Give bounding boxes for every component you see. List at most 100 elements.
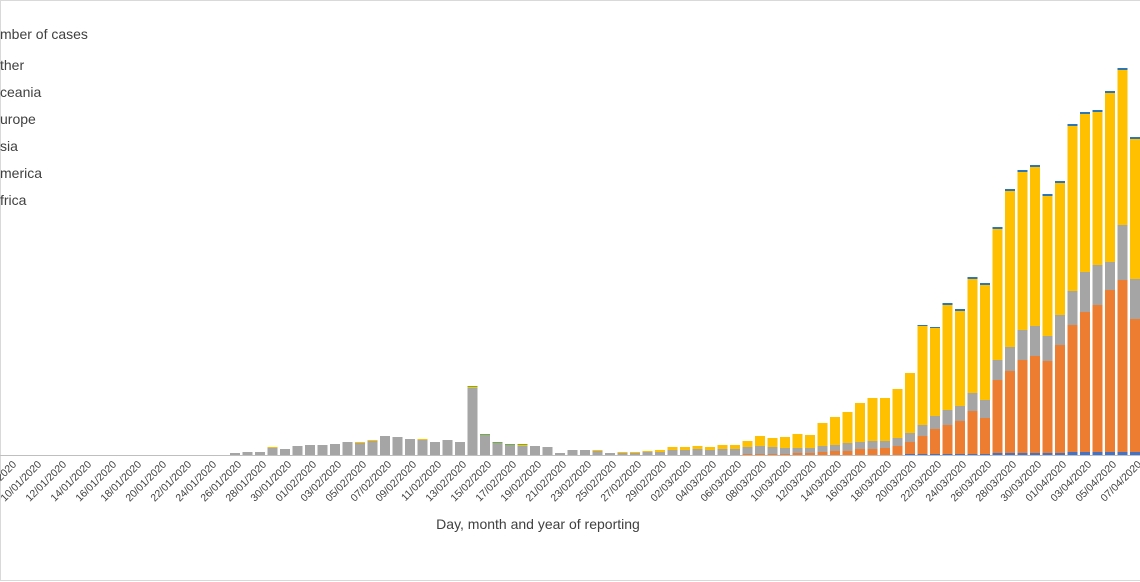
bar-segment <box>1005 453 1015 455</box>
bar-segment <box>980 400 990 418</box>
bar-segment <box>992 360 1003 380</box>
bar-segment <box>917 454 928 455</box>
x-axis-title: Day, month and year of reporting <box>436 516 640 532</box>
bar-segment <box>717 449 728 455</box>
bar-segment <box>855 442 865 449</box>
bar-segment <box>417 439 428 440</box>
bar-segment <box>655 450 665 452</box>
bar-segment <box>655 452 665 455</box>
bar-segment <box>617 453 628 455</box>
bar-segment <box>392 437 403 455</box>
bar-segment <box>1042 196 1053 336</box>
bar-segment <box>817 452 828 455</box>
legend-title: mber of cases <box>0 26 88 42</box>
bar-segment <box>542 447 553 455</box>
bar-segment <box>992 227 1003 229</box>
bar-segment <box>905 454 915 455</box>
bar-segment <box>942 425 953 454</box>
bar-segment <box>892 446 903 455</box>
bar-segment <box>505 444 515 445</box>
bar-segment <box>905 373 915 433</box>
bar-segment <box>855 449 865 455</box>
bar-segment <box>780 437 790 448</box>
bar-segment <box>1130 452 1140 455</box>
bar-segment <box>905 433 915 442</box>
bar-segment <box>267 448 278 455</box>
bar-segment <box>1030 167 1040 326</box>
legend-label: ceania <box>0 84 41 100</box>
bar-segment <box>942 410 953 425</box>
bar-segment <box>1130 279 1140 319</box>
bar-segment <box>917 425 928 436</box>
bar-segment <box>767 447 778 454</box>
bar-segment <box>817 446 828 452</box>
bar-segment <box>1105 93 1115 262</box>
bar-segment <box>317 445 328 455</box>
bar-segment <box>967 277 978 279</box>
bar-segment <box>842 412 853 443</box>
bar-segment <box>955 454 965 455</box>
bar-segment <box>930 328 940 416</box>
bar-segment <box>692 446 703 449</box>
bar-segment <box>767 454 778 455</box>
bar-segment <box>1080 112 1090 114</box>
bar-segment <box>842 443 853 451</box>
bar-segment <box>517 446 528 455</box>
bar-segment <box>1030 326 1040 356</box>
bar-segment <box>730 445 740 449</box>
bar-segment <box>855 403 865 442</box>
bar-segment <box>480 434 490 435</box>
bar-segment <box>1017 172 1028 330</box>
bar-segment <box>880 441 890 448</box>
bar-segment <box>830 451 840 455</box>
bar-segment <box>755 454 765 455</box>
bar-segment <box>367 440 378 441</box>
bar-segment <box>1042 194 1053 196</box>
bar-segment <box>1055 181 1065 183</box>
bar-segment <box>405 439 415 455</box>
bar-segment <box>955 311 965 406</box>
bar-segment <box>1117 452 1128 455</box>
bar-segment <box>292 446 303 455</box>
bar-segment <box>1017 330 1028 360</box>
bar-segment <box>792 448 803 453</box>
bar-segment <box>1055 345 1065 453</box>
bar-segment <box>880 448 890 455</box>
bar-segment <box>280 449 290 455</box>
bar-segment <box>880 398 890 441</box>
bar-segment <box>1005 347 1015 371</box>
bar-segment <box>830 445 840 451</box>
bar-segment <box>380 436 390 455</box>
bar-segment <box>1092 265 1103 305</box>
bar-segment <box>992 380 1003 453</box>
bar-segment <box>842 451 853 455</box>
bar-segment <box>530 446 540 455</box>
bar-segment <box>255 452 265 455</box>
bar-segment <box>1042 361 1053 453</box>
bar-segment <box>1005 191 1015 347</box>
bar-segment <box>1055 315 1065 345</box>
legend-label: urope <box>0 111 36 127</box>
bar-segment <box>305 445 315 455</box>
bar-segment <box>930 327 940 328</box>
bar-segment <box>1130 137 1140 139</box>
bar-segment <box>1080 312 1090 452</box>
bar-segment <box>1105 452 1115 455</box>
bar-segment <box>642 451 653 452</box>
bar-segment <box>755 446 765 454</box>
bar-segment <box>592 451 603 455</box>
bar-segment <box>830 417 840 445</box>
bar-segment <box>1067 126 1078 291</box>
bar-segment <box>792 453 803 455</box>
bar-segment <box>567 450 578 455</box>
bar-segment <box>917 325 928 326</box>
bar-segment <box>667 447 678 450</box>
bar-segment <box>980 454 990 455</box>
bar-segment <box>1105 290 1115 452</box>
bar-segment <box>517 444 528 445</box>
bar-segment <box>1130 139 1140 279</box>
bar-segment <box>892 389 903 438</box>
bar-segment <box>1105 91 1115 93</box>
bar-segment <box>805 435 815 448</box>
bar-segment <box>1092 452 1103 455</box>
